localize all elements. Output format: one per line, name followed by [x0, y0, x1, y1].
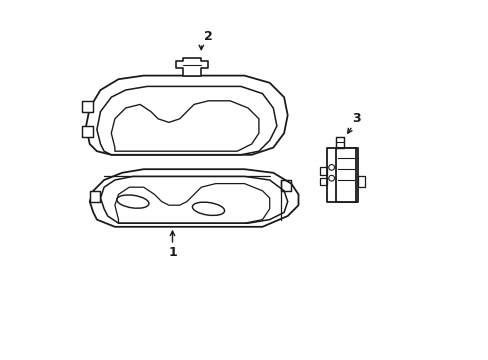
Polygon shape	[336, 148, 355, 202]
Polygon shape	[176, 58, 208, 76]
Text: 1: 1	[168, 246, 177, 258]
Polygon shape	[326, 148, 357, 202]
Polygon shape	[89, 169, 298, 227]
Text: 3: 3	[351, 112, 360, 125]
Polygon shape	[82, 126, 93, 137]
Polygon shape	[86, 76, 287, 155]
Polygon shape	[82, 101, 93, 112]
Text: 2: 2	[203, 30, 212, 42]
Polygon shape	[89, 191, 101, 202]
